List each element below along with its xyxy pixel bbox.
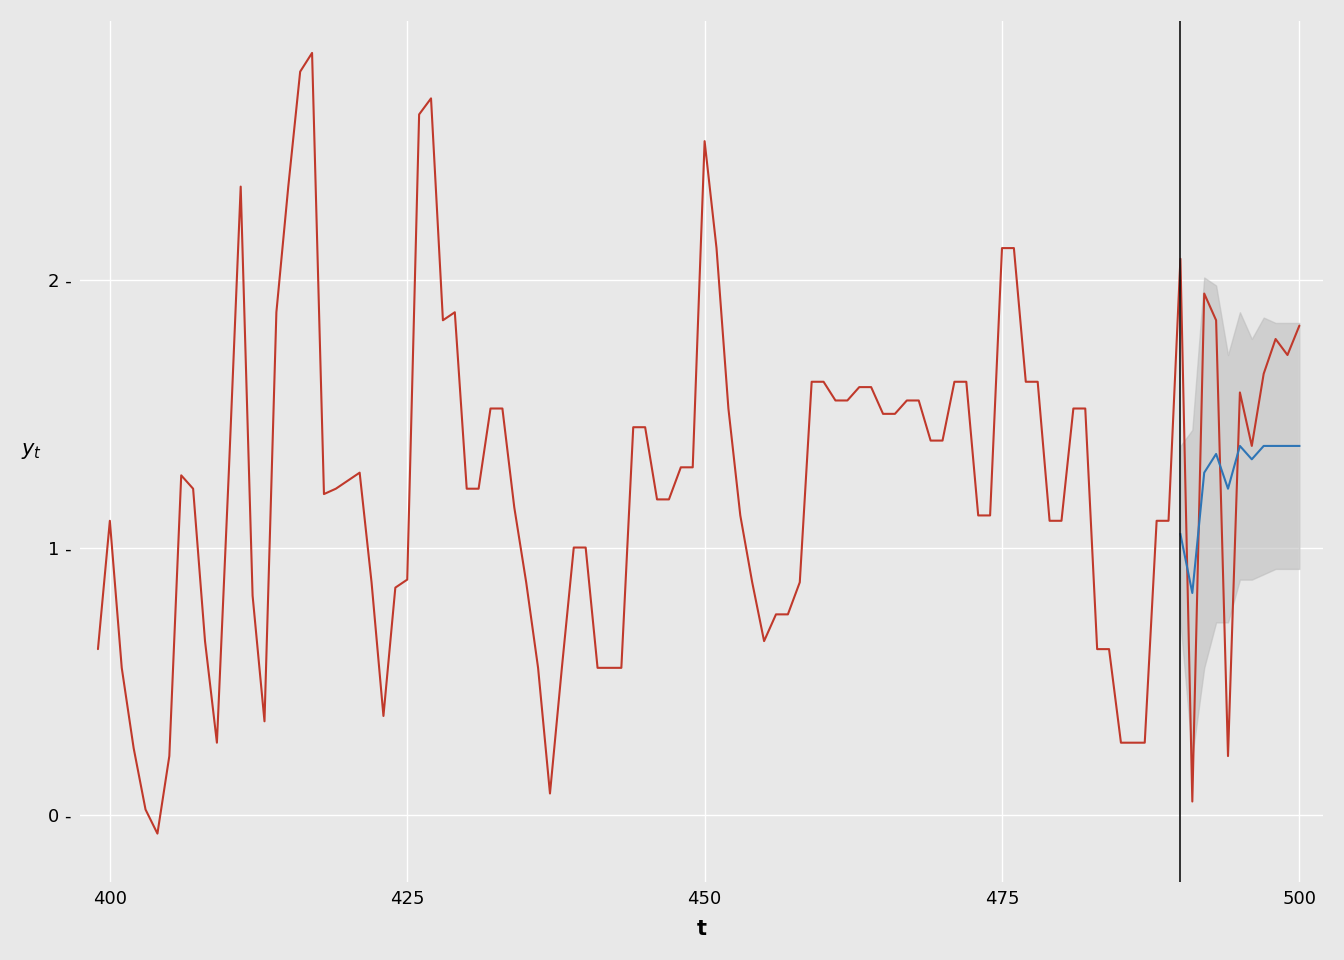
- X-axis label: t: t: [696, 919, 707, 939]
- Y-axis label: $y_t$: $y_t$: [22, 442, 42, 461]
